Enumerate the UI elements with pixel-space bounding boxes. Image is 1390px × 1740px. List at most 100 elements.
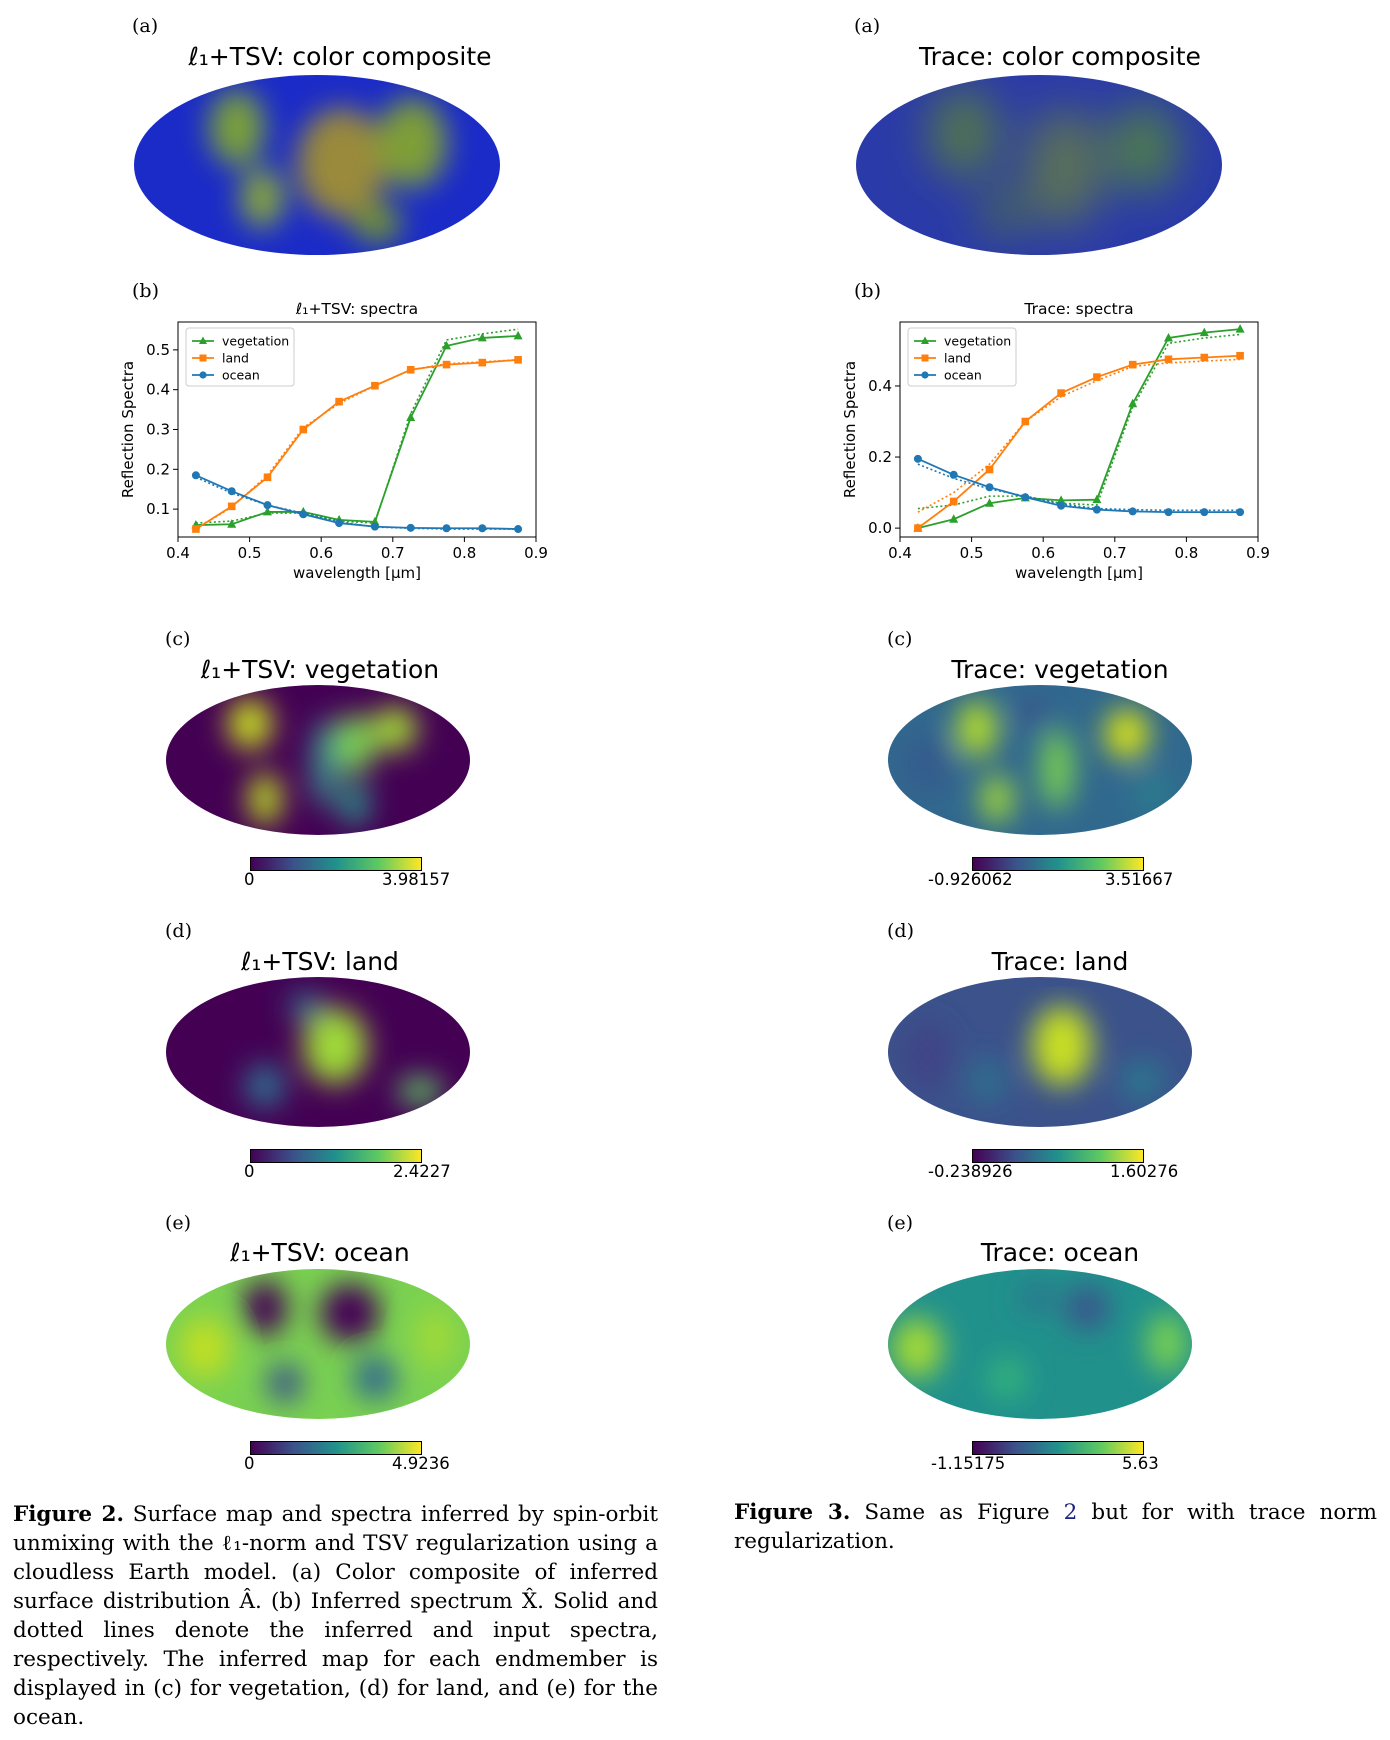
colorbar-max-label: 2.4227 [393,1162,451,1181]
x-tick-label: 0.8 [452,544,476,562]
land-point [442,360,451,369]
ocean-line [917,457,1241,514]
ocean-point [913,454,922,463]
ocean-point [1200,508,1209,517]
land-point [1164,355,1173,364]
ocean-point [370,522,379,531]
colorbar-min-label: 0 [244,870,255,889]
ocean-point [985,483,994,492]
colorbar [972,857,1144,871]
land-point [1128,360,1137,369]
legend-label: vegetation [944,334,1011,349]
land-input-line [195,359,519,530]
land-point [949,497,958,506]
legend-marker [921,371,929,379]
ocean-point [227,487,236,496]
land-point [371,381,379,390]
land-input-line [917,358,1241,513]
legend-marker [199,354,207,362]
land-point [227,502,236,511]
ocean-map [888,1269,1192,1419]
map-title: Trace: color composite [919,42,1201,71]
legend [907,327,1017,387]
legend-marker [921,354,929,362]
y-tick-label: 0.5 [146,341,170,359]
legend-marker [921,336,929,344]
x-tick-label: 0.5 [238,544,262,562]
x-tick-label: 0.6 [309,544,333,562]
land-point [406,365,415,374]
colorbar-min-label: -0.926062 [928,870,1013,889]
plot-frame [899,321,1259,538]
vegetation-point [370,516,380,526]
y-tick-label: 0.2 [146,460,170,478]
ocean-point [1021,493,1030,502]
vegetation-point [263,506,272,516]
vegetation-point [1199,327,1209,337]
colorbar-max-label: 4.9236 [392,1454,450,1473]
land-point [914,524,922,532]
spectra-chart-right: Trace: spectra 0.4 0.5 0.6 0.7 0.8 0.9 0.0 0.2 0.… [841,300,1270,582]
x-tick-label: 0.4 [888,544,912,562]
spectra-chart-left: ℓ₁+TSV: spectra 0.4 0.5 0.6 0.7 0.8 0.9 0.1 0.2 0… [119,300,548,582]
x-tick-label: 0.9 [524,544,548,562]
land-point [478,358,487,367]
vegetation-input-line [195,328,519,524]
colorbar [250,1441,422,1455]
x-tick-label: 0.6 [1031,544,1055,562]
color-composite-map [134,75,500,255]
vegetation-point [513,330,523,340]
y-tick-label: 0.1 [146,500,170,518]
vegetation-map [888,685,1192,835]
panel-letter-c: (c) [887,628,913,650]
land-point [1093,373,1101,381]
color-composite-map [856,75,1222,255]
ocean-map [166,1269,470,1419]
land-map [888,977,1192,1127]
land-point [335,397,343,406]
colorbar-max-label: 5.63 [1122,1454,1159,1473]
map-title: ℓ₁+TSV: land [241,947,399,976]
vegetation-point [442,340,451,350]
land-point [1057,389,1065,397]
ocean-point [191,471,200,480]
land-point [299,425,308,434]
panel-letter-b: (b) [132,280,159,302]
y-tick-label: 0.4 [868,377,892,395]
land-point [1236,351,1244,360]
land-line [917,354,1241,529]
colorbar-max-label: 3.98157 [382,870,451,889]
figure-3-caption: Figure 3. Same as Figure 2 but for with … [734,1498,1377,1556]
legend-label: vegetation [222,334,289,349]
colorbar-max-label: 3.51667 [1105,870,1174,889]
vegetation-line [195,335,519,526]
panel-letter-b: (b) [854,280,881,302]
colorbar [250,857,422,871]
colorbar-max-label: 1.60276 [1110,1162,1179,1181]
panel-letter-e: (e) [165,1212,192,1234]
ocean-input-line [917,463,1241,512]
ocean-point [1236,508,1245,517]
y-tick-label: 0.4 [146,381,170,399]
colorbar-min-label: 0 [244,1162,255,1181]
land-point [514,356,522,364]
ocean-point [406,523,415,532]
x-tick-label: 0.4 [166,544,190,562]
ocean-point [514,525,523,534]
figure-2-link[interactable]: 2 [1063,1500,1078,1525]
vegetation-point [477,332,487,342]
map-title: ℓ₁+TSV: vegetation [200,655,440,684]
vegetation-point [1164,332,1173,342]
panel-letter-a: (a) [132,15,159,37]
vegetation-point [949,514,959,523]
colorbar [250,1149,422,1163]
land-point [1021,417,1030,426]
vegetation-point [406,412,416,422]
vegetation-point [1056,495,1066,504]
legend-marker [199,336,207,344]
x-tick-label: 0.5 [960,544,984,562]
legend-marker [199,371,207,379]
figure-2-caption: Figure 2. Surface map and spectra inferr… [13,1500,658,1732]
vegetation-point [1092,494,1102,504]
legend [185,327,295,387]
